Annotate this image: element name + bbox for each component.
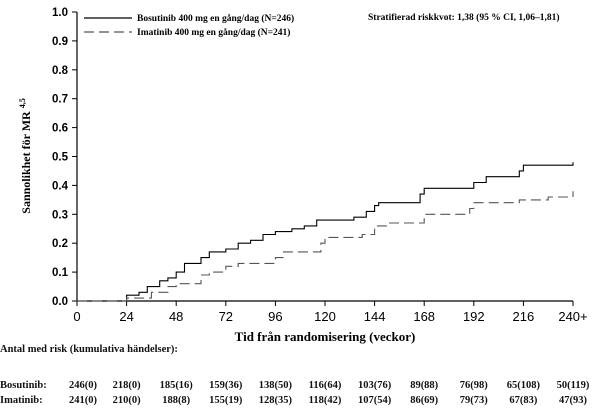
hazard-ratio-annotation: Stratifierad riskkvot: 1,38 (95 % CI, 1,… xyxy=(368,12,560,23)
x-tick-label: 144 xyxy=(364,309,386,324)
y-axis-label-superscript: 4,5 xyxy=(18,98,27,108)
risk-cell: 67(83) xyxy=(509,395,538,406)
y-axis: 0.0 0.1 0.2 0.3 0.4 0.5 0.6 0.7 0.8 0.9 1.0 xyxy=(52,7,78,308)
risk-table-title: Antal med risk (kumulativa händelser): xyxy=(0,344,178,355)
km-chart: 0.0 0.1 0.2 0.3 0.4 0.5 0.6 0.7 0.8 0.9 1.0 0 24 48 7… xyxy=(18,7,588,344)
risk-cell: 210(0) xyxy=(112,395,141,406)
x-tick-label: 96 xyxy=(268,309,282,324)
y-tick-label: 0.1 xyxy=(52,267,69,279)
y-tick-label: 0.7 xyxy=(52,94,68,106)
risk-cell: 218(0) xyxy=(112,380,141,391)
series-line-2 xyxy=(77,191,574,302)
risk-cell: 79(73) xyxy=(459,395,488,406)
risk-row-label: Bosutinib: xyxy=(0,380,47,391)
risk-cell: 155(19) xyxy=(209,395,243,406)
risk-cell: 107(54) xyxy=(357,395,392,406)
risk-cell: 50(119) xyxy=(556,380,590,391)
x-axis: 0 24 48 72 96 120 144 168 192 216 240+ xyxy=(73,300,588,324)
x-tick-label: 72 xyxy=(219,309,233,324)
risk-cell: 246(0) xyxy=(69,380,97,391)
x-tick-label: 0 xyxy=(73,309,80,324)
risk-cell: 159(36) xyxy=(209,380,243,391)
x-tick-label: 48 xyxy=(169,309,183,324)
legend: Bosutinib 400 mg en gång/dag (N=246) Imat… xyxy=(84,13,294,38)
x-tick-label: 120 xyxy=(314,309,336,324)
risk-cell: 76(98) xyxy=(459,380,488,391)
x-tick-label: 240+ xyxy=(558,309,587,324)
risk-cell: 47(93) xyxy=(559,395,587,406)
x-axis-label: Tid från randomisering (veckor) xyxy=(235,329,416,344)
x-tick-label: 168 xyxy=(413,309,435,324)
y-axis-label-text: Sannolikhet för MR xyxy=(19,108,33,213)
series-line-1 xyxy=(77,162,574,302)
x-tick-label: 216 xyxy=(513,309,535,324)
y-axis-label: Sannolikhet för MR 4,5 xyxy=(18,98,33,213)
y-tick-label: 0.4 xyxy=(52,180,69,192)
y-tick-label: 0.9 xyxy=(52,36,68,48)
risk-cell: 65(108) xyxy=(506,380,541,391)
risk-cell: 241(0) xyxy=(69,395,97,406)
risk-cell: 138(50) xyxy=(258,380,293,391)
risk-row-label: Imatinib: xyxy=(0,395,43,406)
y-tick-label: 0.8 xyxy=(52,65,69,77)
y-tick-label: 0.3 xyxy=(52,209,68,221)
risk-cell: 103(76) xyxy=(357,380,392,391)
legend-label-2: Imatinib 400 mg en gång/dag (N=241) xyxy=(137,27,290,38)
risk-cell: 188(8) xyxy=(162,395,191,406)
risk-cell: 128(35) xyxy=(258,395,293,406)
risk-cell: 118(42) xyxy=(308,395,342,406)
y-tick-label: 1.0 xyxy=(52,7,68,19)
risk-cell: 185(16) xyxy=(159,380,193,391)
x-tick-label: 24 xyxy=(119,309,133,324)
legend-label-1: Bosutinib 400 mg en gång/dag (N=246) xyxy=(137,13,294,24)
y-tick-label: 0.0 xyxy=(52,296,68,308)
x-tick-label: 192 xyxy=(463,309,485,324)
risk-cell: 116(64) xyxy=(308,380,342,391)
y-tick-label: 0.6 xyxy=(52,123,68,135)
risk-cell: 89(88) xyxy=(410,380,439,391)
risk-cell: 86(69) xyxy=(410,395,439,406)
y-tick-label: 0.5 xyxy=(52,152,69,164)
y-tick-label: 0.2 xyxy=(52,238,68,250)
series-layer xyxy=(77,162,574,302)
